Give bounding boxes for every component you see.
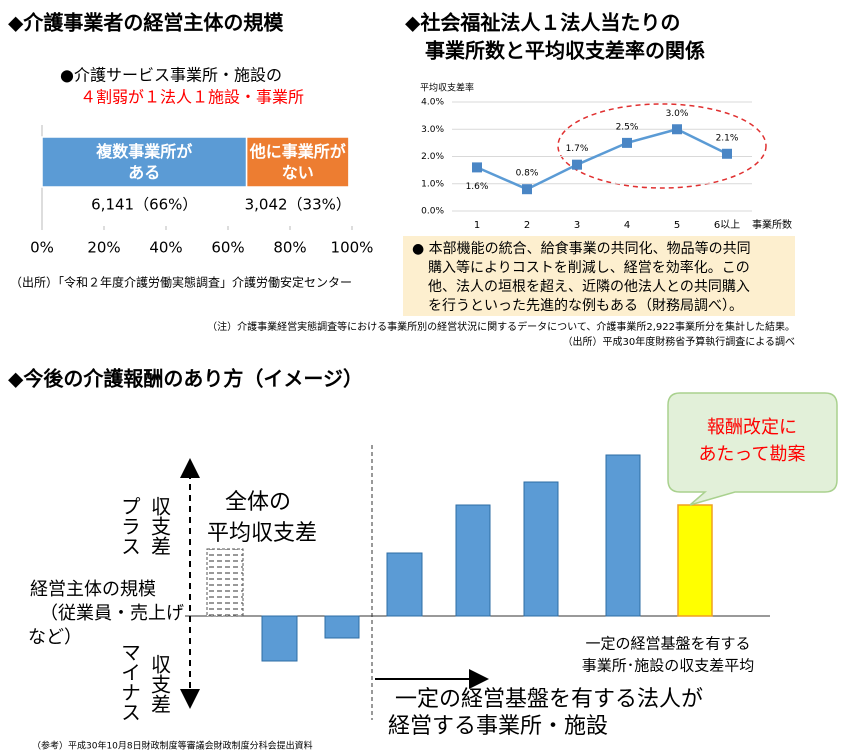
legend-label: 他に事業所がない: [249, 142, 346, 182]
label: 経営主体の規模: [30, 579, 156, 600]
x-tick-label: 5: [674, 220, 680, 231]
subtitle: ４割弱が１法人１施設・事業所: [80, 88, 304, 107]
x-tick-label: 0%: [30, 239, 54, 257]
x-tick-label: 40%: [149, 239, 182, 257]
bar: [261, 615, 298, 662]
bar: [324, 615, 360, 639]
note-box: [403, 236, 795, 316]
bar: [523, 481, 559, 617]
x-tick-label: 2: [524, 220, 530, 231]
callout-text: 報酬改定に: [707, 417, 797, 438]
label: （従業員・売上げ: [40, 603, 184, 624]
marker: [722, 148, 732, 159]
value-label: 6,141（66%）: [91, 196, 197, 214]
callout-text: あたって勘案: [698, 444, 805, 465]
label: 一定の経営基盤を有する: [585, 635, 750, 653]
bar-segment: [41, 136, 248, 188]
average-bar: [206, 548, 244, 617]
note-line: 購入等によりコストを削減し、経営を効率化。この: [428, 259, 750, 276]
footer: （参考）平成30年10月8日財政制度等審議会財政制度分科会提出資料: [32, 740, 313, 752]
x-tick-label: 4: [624, 220, 630, 231]
note-line: ● 本部機能の統合、給食事業の共同化、物品等の共同: [412, 240, 751, 257]
subtitle: ●介護サービス事業所・施設の: [60, 66, 282, 85]
marker: [672, 124, 682, 135]
value-label: 3,042（33%）: [245, 196, 351, 214]
callout: [667, 392, 838, 506]
footnote: （注）介護事業経営実態調査等における事業所別の経営状況に関するデータについて、介…: [207, 320, 795, 333]
bar: [605, 454, 641, 617]
line: [476, 127, 728, 191]
chart-title: ◆社会福祉法人１法人当たりの: [405, 11, 680, 35]
y-tick-label: 4.0%: [421, 98, 444, 108]
x-axis-label: 事業所数: [752, 218, 792, 231]
vertical-label: プラス: [118, 496, 142, 556]
marker: [472, 162, 482, 173]
label: 全体の: [225, 490, 291, 515]
value-label: 2.1%: [716, 133, 739, 143]
value-label: 1.6%: [466, 182, 489, 192]
section-title: ◆今後の介護報酬のあり方（イメージ）: [8, 367, 363, 391]
marker: [622, 137, 632, 148]
x-tick-label: 3: [574, 220, 580, 231]
vertical-label: マイナス: [118, 642, 142, 722]
y-tick-label: 1.0%: [421, 179, 444, 189]
x-tick-label: 20%: [87, 239, 120, 257]
highlight-bar: [677, 504, 713, 617]
bar: [455, 504, 491, 617]
source: （出所）「令和２年度介護労働実態調査」介護労働安定センター: [10, 275, 352, 290]
x-tick-label: 80%: [273, 239, 306, 257]
label: 事業所･施設の収支差平均: [582, 657, 755, 675]
series-label-box: 複数事業所がある: [96, 142, 193, 182]
x-tick-label: 60%: [211, 239, 244, 257]
value-label: 1.7%: [566, 144, 589, 154]
value-label: 0.8%: [516, 169, 539, 179]
marker: [572, 159, 582, 170]
vertical-label: 収支差: [148, 496, 172, 556]
value-label: 3.0%: [666, 109, 689, 119]
chart-title: 事業所数と平均収支差率の関係: [425, 39, 705, 63]
x-tick-label: 100%: [331, 239, 374, 257]
bar-segment: [245, 136, 350, 188]
vertical-label: 収支差: [148, 654, 172, 714]
x-tick-label: 6以上: [714, 219, 740, 231]
footnote: （出所）平成30年度財務省予算執行調査による調べ: [563, 335, 795, 348]
legend-label: 複数事業所がある: [96, 142, 193, 182]
label: 平均収支差: [207, 521, 317, 546]
y-axis-label: 平均収支差率: [420, 82, 474, 94]
y-tick-label: 0.0%: [421, 207, 444, 217]
series-label-box: 他に事業所がない: [249, 142, 346, 182]
label: など）: [28, 627, 82, 648]
y-tick-label: 3.0%: [421, 125, 444, 135]
label: 一定の経営基盤を有する法人が: [395, 687, 703, 712]
label: 経営する事業所・施設: [388, 714, 608, 739]
chart-title: ◆介護事業者の経営主体の規模: [8, 11, 284, 35]
note-line: を行うといった先進的な例もある（財務局調べ）。: [428, 298, 743, 314]
bar: [386, 552, 423, 617]
value-label: 2.5%: [616, 122, 639, 132]
highlight-ellipse: [557, 103, 767, 189]
marker: [522, 184, 532, 195]
note-line: 他、法人の垣根を超え、近隣の他法人との共同購入: [428, 279, 750, 295]
x-tick-label: 1: [474, 220, 480, 231]
y-tick-label: 2.0%: [421, 152, 444, 162]
